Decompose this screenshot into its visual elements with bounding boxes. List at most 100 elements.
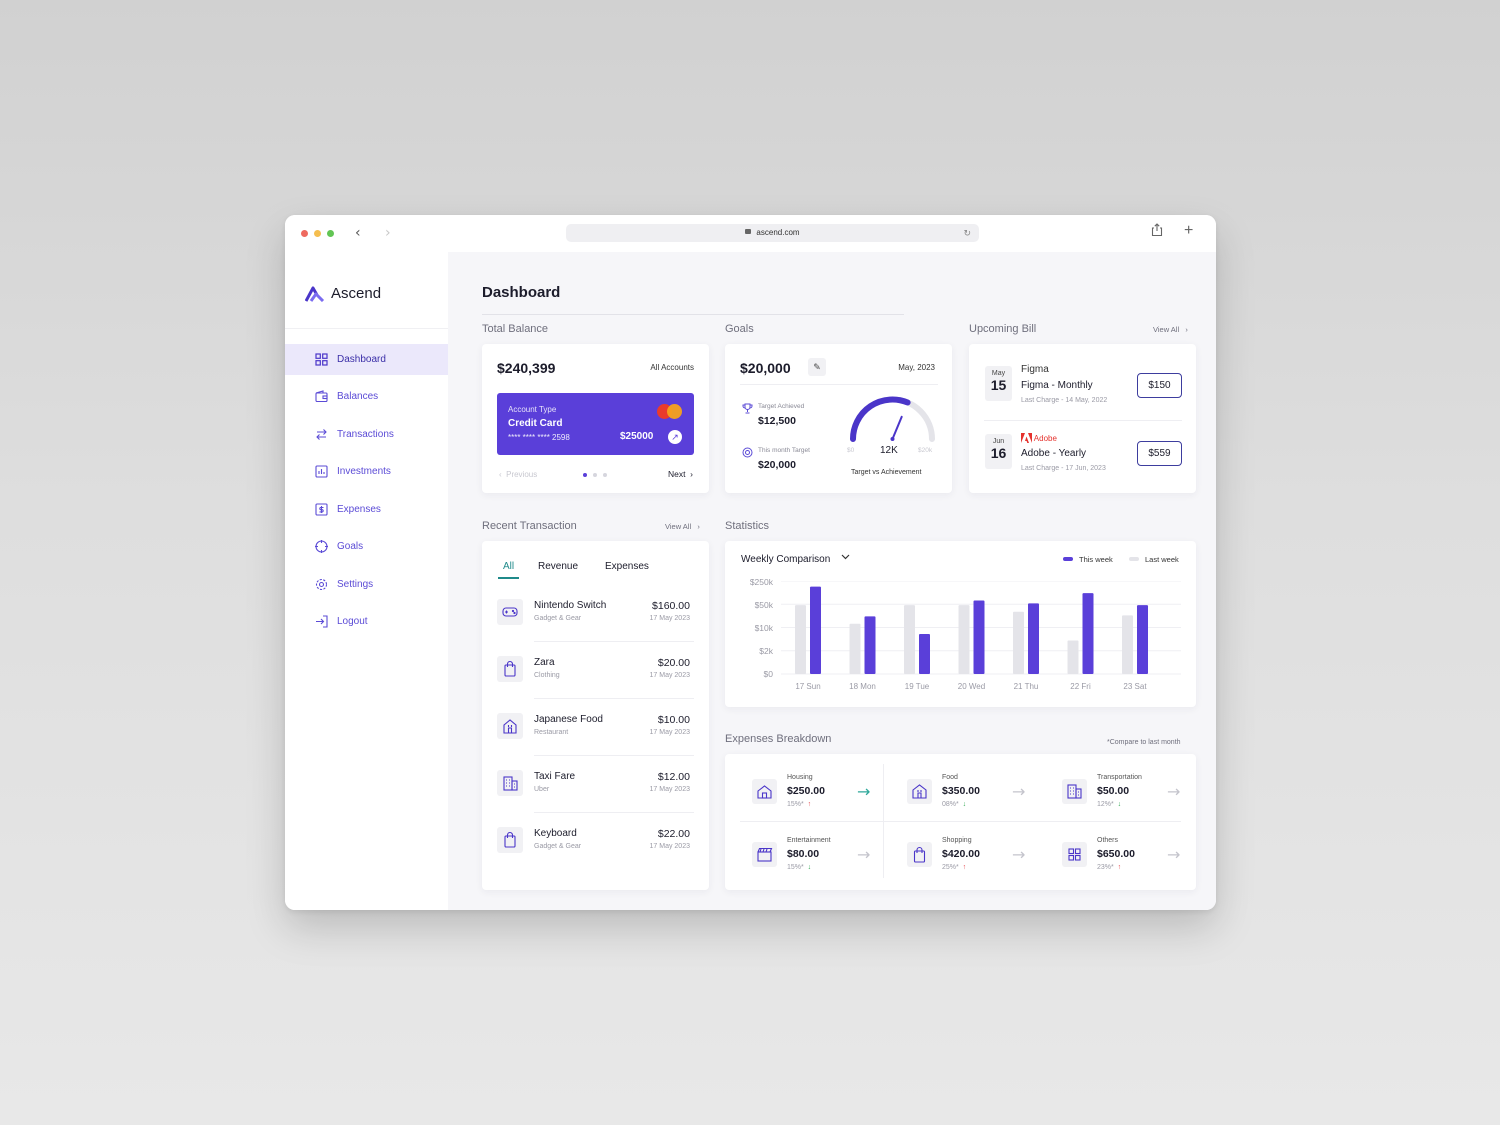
mastercard-icon-overlap — [667, 404, 682, 419]
tab-all[interactable]: All — [503, 561, 515, 572]
close-window-button[interactable] — [301, 230, 308, 237]
sidebar-item-expenses[interactable]: Expenses — [285, 494, 448, 525]
forward-icon[interactable]: › — [385, 225, 391, 241]
sidebar-item-dashboard[interactable]: Dashboard — [285, 344, 448, 375]
expense-item-others[interactable]: Others $650.00 23%* ↑ → — [1062, 837, 1192, 887]
transaction-row[interactable]: Keyboard Gadget & Gear $22.00 17 May 202… — [497, 813, 694, 870]
all-accounts-link[interactable]: All Accounts — [650, 363, 694, 372]
transaction-amount: $20.00 — [657, 657, 690, 669]
next-button[interactable]: Next › — [667, 469, 693, 479]
maximize-window-button[interactable] — [327, 230, 334, 237]
bar-this-week[interactable] — [919, 634, 930, 674]
arrow-right-icon[interactable]: → — [1012, 782, 1026, 801]
expense-item-food[interactable]: Food $350.00 08%* ↓ → — [907, 774, 1037, 824]
bar-this-week[interactable] — [973, 600, 985, 674]
transaction-row[interactable]: Japanese Food Restaurant $10.00 17 May 2… — [497, 699, 694, 756]
bar-this-week[interactable] — [1137, 605, 1148, 674]
upcoming-bill-view-all[interactable]: View All › — [1153, 325, 1188, 334]
credit-card[interactable]: Account Type Credit Card **** **** **** … — [497, 393, 694, 455]
row-divider — [534, 812, 694, 813]
arrow-up-icon: ↑ — [962, 864, 967, 871]
row-divider — [740, 821, 1181, 822]
bill-amount-button[interactable]: $559 — [1137, 441, 1182, 466]
transaction-row[interactable]: Zara Clothing $20.00 17 May 2023 — [497, 642, 694, 699]
bar-this-week[interactable] — [1082, 593, 1094, 674]
page-title: Dashboard — [482, 284, 561, 301]
bar-this-week[interactable] — [864, 616, 876, 674]
sidebar-item-balances[interactable]: Balances — [285, 381, 448, 412]
tab-expenses[interactable]: Expenses — [605, 561, 649, 572]
expense-item-shopping[interactable]: Shopping $420.00 25%* ↑ → — [907, 837, 1037, 887]
transaction-date: 17 May 2023 — [649, 786, 690, 793]
transaction-date: 17 May 2023 — [649, 843, 690, 850]
minimize-window-button[interactable] — [314, 230, 321, 237]
shopping-bag-icon — [497, 827, 523, 853]
sidebar-item-settings[interactable]: Settings — [285, 569, 448, 600]
active-tab-indicator — [498, 577, 519, 579]
sidebar-item-label: Expenses — [337, 504, 381, 515]
bar-last-week[interactable] — [1013, 611, 1024, 674]
bar-last-week[interactable] — [795, 605, 806, 674]
expense-item-transportation[interactable]: Transportation $50.00 12%* ↓ → — [1062, 774, 1192, 824]
sidebar-item-logout[interactable]: Logout — [285, 606, 448, 637]
pager-dot[interactable] — [593, 473, 597, 477]
transaction-category: Uber — [534, 786, 550, 793]
recent-transaction-view-all[interactable]: View All › — [665, 522, 700, 531]
bar-last-week[interactable] — [958, 605, 970, 674]
transaction-category: Restaurant — [534, 729, 569, 736]
target-icon — [315, 540, 328, 553]
address-bar[interactable]: ascend.com ↻ — [566, 224, 979, 242]
goal-amount: $20,000 — [740, 360, 791, 376]
x-tick-label: 20 Wed — [957, 682, 986, 691]
edit-icon[interactable]: ✎ — [808, 358, 826, 376]
expense-change: 15%* ↓ — [787, 864, 811, 871]
reload-icon[interactable]: ↻ — [963, 228, 971, 238]
new-tab-icon[interactable]: + — [1184, 222, 1194, 239]
arrow-right-icon[interactable]: → — [1167, 782, 1181, 801]
bar-last-week[interactable] — [849, 623, 861, 674]
arrow-right-icon[interactable]: → — [1167, 845, 1181, 864]
sidebar-item-investments[interactable]: Investments — [285, 456, 448, 487]
back-icon[interactable]: ‹ — [355, 225, 361, 241]
logo[interactable]: Ascend — [305, 285, 381, 302]
card-balance: $25000 — [620, 431, 654, 442]
arrow-right-icon[interactable]: → — [1012, 845, 1026, 864]
transaction-row[interactable]: Taxi Fare Uber $12.00 17 May 2023 — [497, 756, 694, 813]
expense-icon — [315, 503, 328, 516]
total-balance-heading: Total Balance — [482, 323, 549, 335]
arrow-right-icon[interactable]: → — [857, 782, 871, 801]
bill-day: 15 — [990, 377, 1007, 393]
expense-item-housing[interactable]: Housing $250.00 15%* ↑ → — [752, 774, 882, 824]
sidebar-item-goals[interactable]: Goals — [285, 531, 448, 562]
bill-amount-button[interactable]: $150 — [1137, 373, 1182, 398]
weekly-comparison-dropdown[interactable]: Weekly Comparison — [741, 554, 850, 565]
card-open-icon[interactable]: ↗ — [668, 430, 682, 444]
transaction-row[interactable]: Nintendo Switch Gadget & Gear $160.00 17… — [497, 585, 694, 642]
browser-toolbar: ‹ › ascend.com ↻ + — [285, 215, 1216, 252]
adobe-label: Adobe — [1033, 434, 1057, 444]
sidebar-item-transactions[interactable]: Transactions — [285, 419, 448, 450]
sidebar-item-label: Goals — [337, 541, 364, 552]
lock-icon — [745, 229, 752, 235]
taxi-icon — [497, 770, 523, 796]
bar-this-week[interactable] — [810, 586, 821, 674]
share-icon[interactable] — [1151, 223, 1163, 237]
previous-button[interactable]: ‹ Previous — [499, 470, 538, 479]
bar-last-week[interactable] — [1122, 615, 1133, 674]
arrow-right-icon[interactable]: → — [857, 845, 871, 864]
change-percent: 15%* — [787, 864, 804, 871]
achievement-gauge — [850, 396, 935, 442]
bar-last-week[interactable] — [1067, 640, 1079, 674]
sidebar: Ascend Dashboard Balances Transactions I… — [285, 252, 448, 910]
y-tick-label: $2k — [759, 646, 773, 656]
bar-this-week[interactable] — [1028, 603, 1039, 674]
bar-last-week[interactable] — [904, 605, 915, 674]
total-balance-amount: $240,399 — [497, 360, 556, 376]
expense-item-entertainment[interactable]: Entertainment $80.00 15%* ↓ → — [752, 837, 882, 887]
tab-revenue[interactable]: Revenue — [538, 561, 579, 572]
pager-dot[interactable] — [603, 473, 607, 477]
goals-heading: Goals — [725, 323, 754, 335]
pager-dot-active[interactable] — [583, 473, 587, 477]
goals-divider — [740, 384, 938, 385]
expense-change: 12%* ↓ — [1097, 801, 1121, 808]
